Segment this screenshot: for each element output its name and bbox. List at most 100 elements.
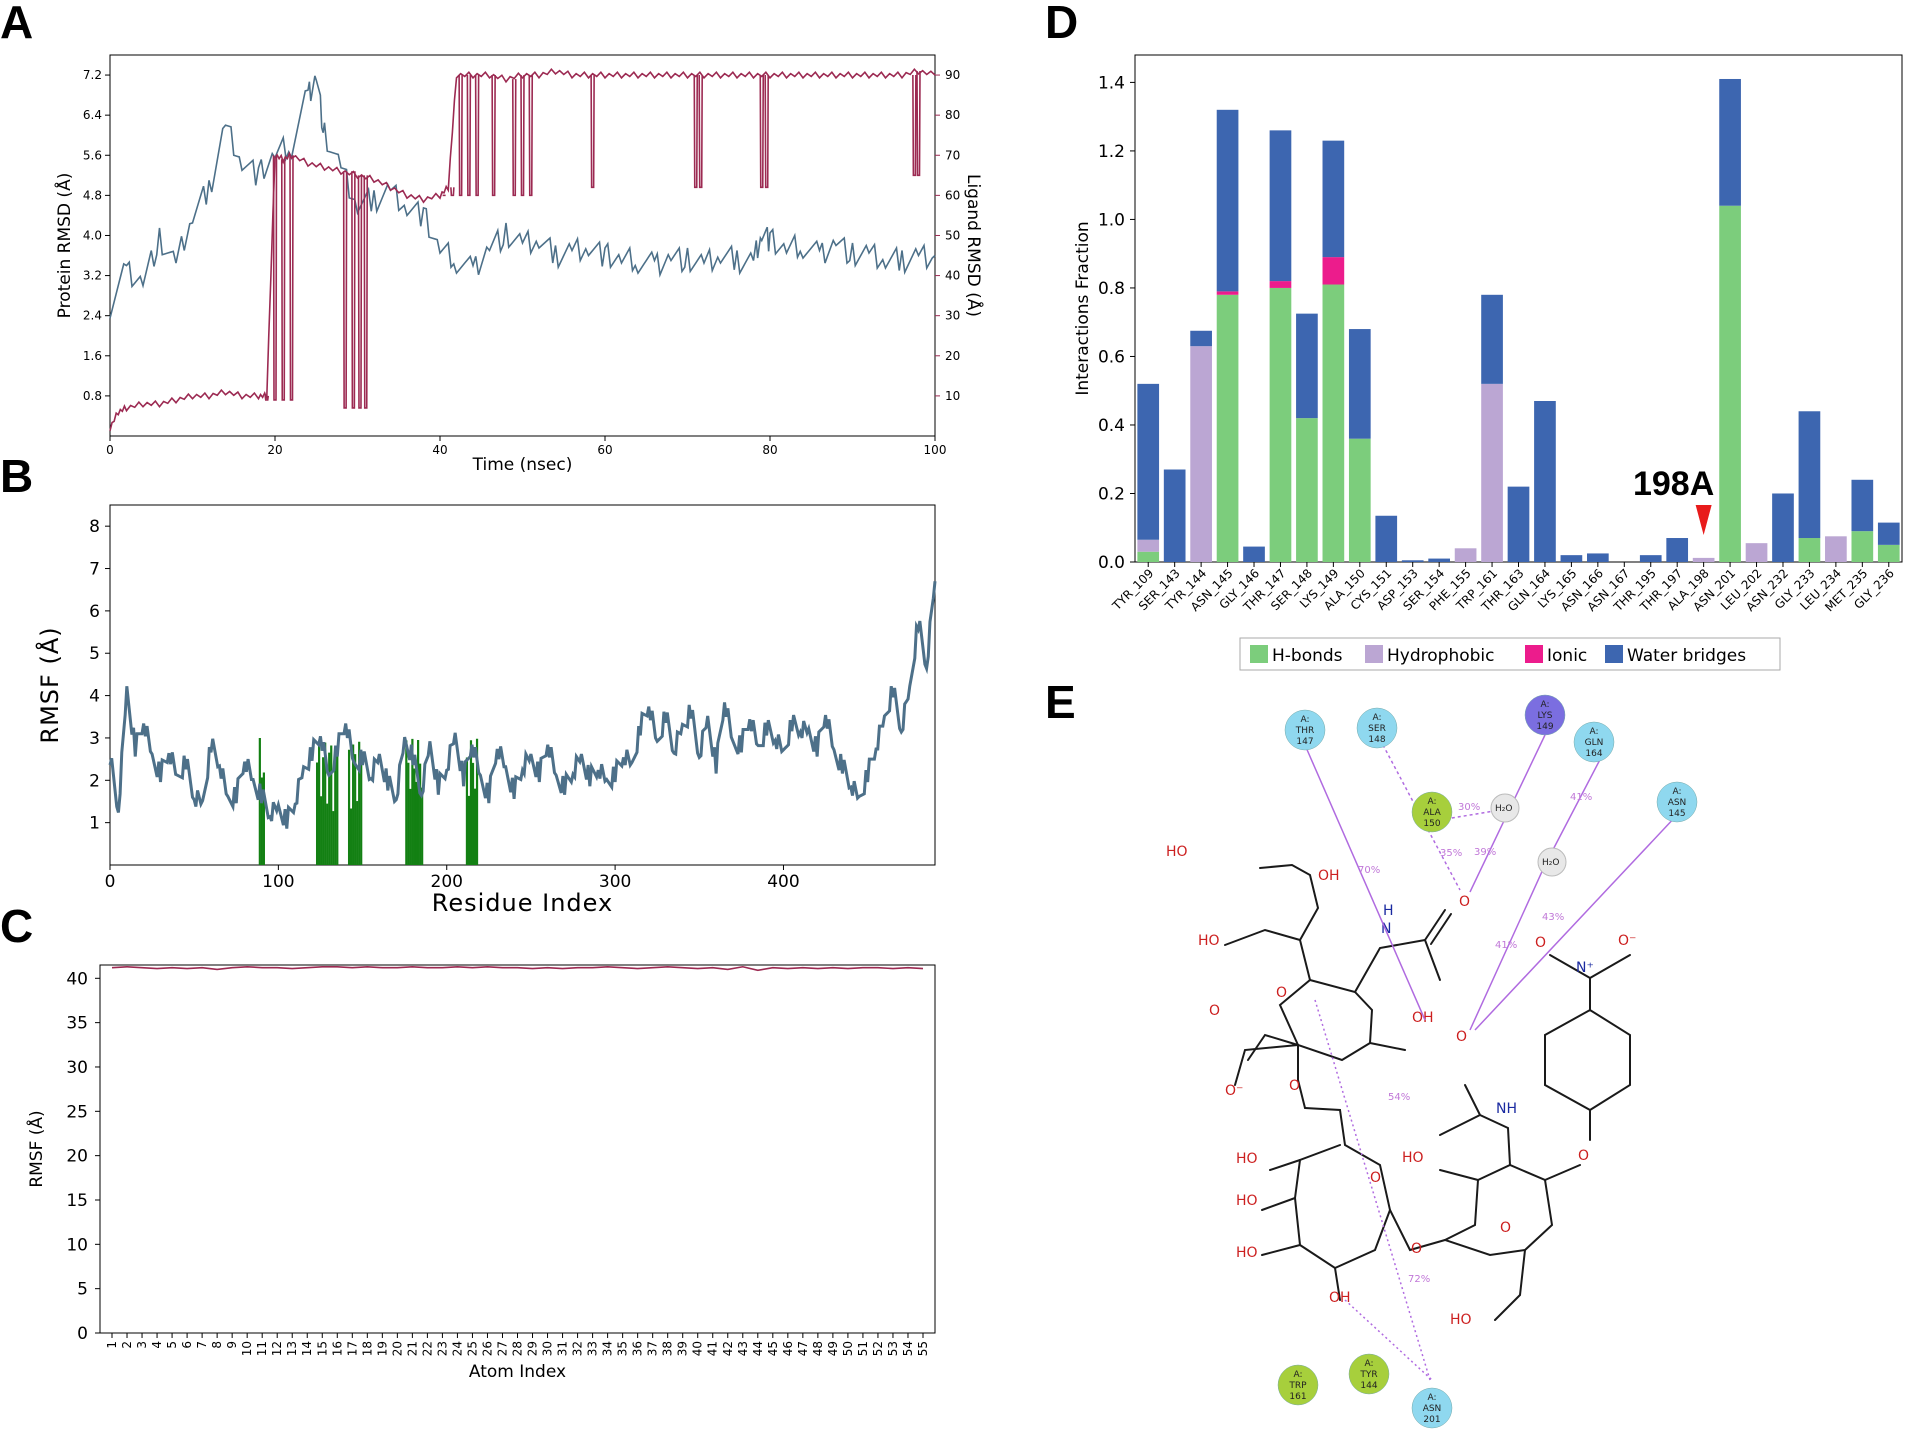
residue-number: 149 — [1536, 722, 1553, 732]
y-tick-label-b: 8 — [89, 517, 100, 537]
x-tick-label-c: 27 — [495, 1341, 509, 1356]
x-tick-label-c: 51 — [856, 1341, 870, 1356]
x-tick-label-c: 15 — [315, 1341, 329, 1356]
x-tick-label-c: 2 — [120, 1341, 134, 1349]
atom-o-acetyl-2: O — [1456, 1029, 1467, 1045]
x-axis-label-a: Time (nsec) — [472, 455, 573, 475]
water-1 — [1490, 793, 1520, 823]
x-tick-label-a: 80 — [762, 443, 777, 457]
legend-label: Ionic — [1547, 646, 1587, 666]
x-tick-label-b: 0 — [105, 872, 116, 892]
residue-chain: A: — [1589, 727, 1598, 737]
bar-h-bonds — [1296, 418, 1318, 562]
y-tick-label-c: 10 — [66, 1235, 88, 1255]
y-tick-label-b: 4 — [89, 687, 100, 707]
bar-h-bonds — [1348, 438, 1371, 562]
y-tick-label-d: 0.8 — [1098, 279, 1125, 299]
bar-water-bridges — [1666, 538, 1689, 562]
x-tick-label-c: 4 — [150, 1341, 164, 1349]
bar-hydrophobic — [1825, 536, 1847, 562]
x-tick-label-c: 55 — [916, 1341, 930, 1356]
residue-name: ASN — [1423, 1404, 1442, 1414]
legend-label: Water bridges — [1627, 646, 1746, 666]
y2-tick-label-a: 10 — [945, 389, 960, 403]
y-tick-label-a: 6.4 — [83, 108, 102, 122]
atom-ho-2: HO — [1198, 933, 1220, 949]
residue-number: 201 — [1423, 1415, 1440, 1425]
y-tick-label-c: 35 — [66, 1014, 88, 1034]
atom-oh-3: OH — [1329, 1290, 1351, 1306]
x-tick-label-c: 10 — [240, 1341, 254, 1356]
bar-hydrophobic — [1481, 383, 1503, 562]
x-tick-label-c: 36 — [631, 1341, 645, 1356]
x-tick-label-c: 29 — [526, 1341, 540, 1356]
bar-h-bonds — [1137, 551, 1160, 562]
bar-h-bonds — [1322, 284, 1345, 562]
atom-ho-7: HO — [1450, 1312, 1472, 1328]
atom-nh: NH — [1496, 1101, 1517, 1117]
series-ligand-rmsd — [109, 67, 936, 431]
ligand-dropout — [520, 75, 525, 197]
residue-number: 144 — [1360, 1381, 1377, 1391]
x-tick-label-c: 35 — [616, 1341, 630, 1356]
bar-h-bonds — [1269, 287, 1292, 562]
nitro-group — [1549, 954, 1631, 1011]
residue-number: 147 — [1296, 737, 1313, 747]
atom-o-link-2: O — [1411, 1241, 1422, 1257]
x-tick-label-c: 28 — [511, 1341, 525, 1356]
pct-7: 41% — [1495, 940, 1517, 951]
residue-circle — [1411, 1387, 1453, 1429]
x-tick-label-c: 14 — [300, 1341, 314, 1356]
bar-hydrophobic — [1137, 539, 1160, 552]
bar-water-bridges — [1296, 313, 1318, 419]
x-tick-label-c: 17 — [345, 1341, 359, 1356]
y-tick-label-b: 6 — [89, 602, 100, 622]
bar-water-bridges — [1719, 78, 1741, 206]
atom-o-minus-2: O⁻ — [1618, 933, 1636, 949]
atom-o-aryl: O — [1578, 1148, 1589, 1164]
x-tick-label-c: 44 — [751, 1341, 765, 1356]
glcnac-substituents — [1439, 1084, 1581, 1321]
ligand-dropout — [764, 75, 770, 189]
residue-number: 161 — [1289, 1392, 1306, 1402]
x-tick-label-c: 40 — [691, 1341, 705, 1356]
x-tick-label-c: 9 — [225, 1341, 239, 1349]
series-protein-rmsf — [108, 581, 937, 829]
atom-ho-6: HO — [1402, 1150, 1424, 1166]
x-tick-label-c: 34 — [601, 1341, 615, 1356]
y-tick-label-b: 5 — [89, 644, 100, 664]
x-tick-label-c: 7 — [195, 1341, 209, 1349]
ligand-dropout — [280, 159, 286, 401]
carboxylate-1 — [1247, 1033, 1299, 1061]
acetyl-group — [1424, 909, 1452, 981]
legend-box — [1239, 637, 1781, 671]
x-tick-label-b: 300 — [599, 872, 631, 892]
bar-water-bridges — [1772, 493, 1794, 562]
x-tick-label-c: 42 — [721, 1341, 735, 1356]
residue-name: TYR — [1359, 1370, 1377, 1380]
residue-name: ALA — [1423, 808, 1441, 818]
annotation-198a: 198A — [1633, 465, 1714, 503]
x-tick-label-c: 33 — [586, 1341, 600, 1356]
galactose-substituents — [1261, 1159, 1446, 1301]
bar-ionic — [1216, 291, 1239, 295]
x-tick-label-c: 49 — [826, 1341, 840, 1356]
atom-o-ring-1: O — [1276, 985, 1287, 1001]
x-tick-label-c: 46 — [781, 1341, 795, 1356]
residue-circle — [1411, 791, 1453, 833]
atom-o-ring-2: O — [1370, 1170, 1381, 1186]
atom-o-minus-1: O⁻ — [1225, 1083, 1243, 1099]
y-tick-label-d: 0.2 — [1098, 484, 1125, 504]
pct-5: 41% — [1570, 792, 1592, 803]
residue-circle — [1284, 709, 1326, 751]
bar-water-bridges — [1481, 294, 1503, 384]
bar-water-bridges — [1560, 555, 1583, 562]
ligand-interaction-diagram: HO OH HO H N O O OH O O⁻ O O HO HO HO OH… — [1166, 694, 1698, 1429]
residue-chain: A: — [1427, 797, 1436, 807]
bar-water-bridges — [1507, 486, 1530, 562]
atom-n: N — [1381, 921, 1391, 937]
x-tick-label-c: 3 — [135, 1341, 149, 1349]
